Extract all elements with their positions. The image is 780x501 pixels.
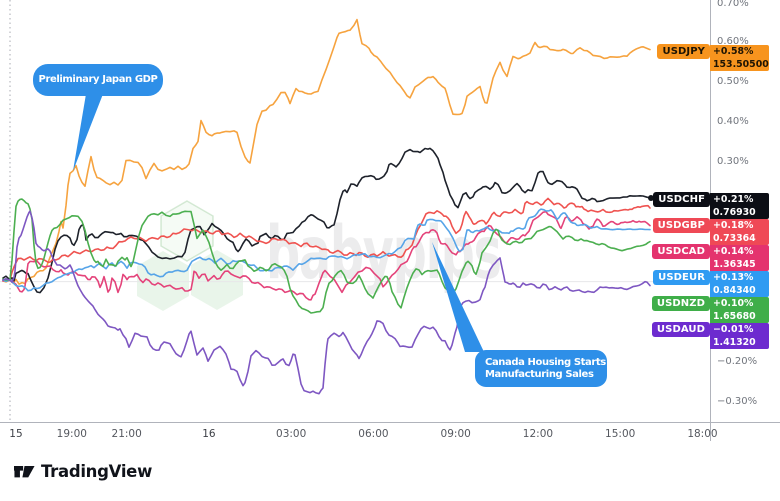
- price-label-change-usdcad: +0.14%: [713, 246, 754, 258]
- price-label-symbol-usdgbp[interactable]: USDGBP: [652, 218, 710, 234]
- price-label-values-usdcad[interactable]: +0.14% 1.36345: [710, 245, 769, 272]
- series-line-usdgbp[interactable]: [2, 197, 651, 282]
- price-scale-tick: −0.30%: [717, 395, 758, 407]
- price-label-values-usdaud[interactable]: −0.01% 1.41320: [710, 323, 769, 350]
- series-line-usdeur[interactable]: [2, 208, 651, 292]
- price-label-change-usdjpy: +0.58%: [713, 46, 754, 58]
- price-scale-tick: 0.70%: [717, 0, 749, 9]
- time-scale-tick: 16: [202, 428, 216, 440]
- price-label-change-usdaud: −0.01%: [713, 324, 754, 336]
- time-scale-tick: 15:00: [605, 428, 636, 440]
- price-scale-tick: −0.20%: [717, 355, 758, 367]
- price-label-price-usdgbp: 0.73364: [713, 233, 756, 245]
- series-line-usdcad[interactable]: [2, 210, 651, 301]
- price-label-price-usdaud: 1.41320: [713, 337, 756, 349]
- price-label-values-usdnzd[interactable]: +0.10% 1.65680: [710, 297, 769, 324]
- time-scale-tick: 03:00: [276, 428, 307, 440]
- tradingview-logo[interactable]: TradingView: [14, 461, 152, 481]
- price-scale-tick: 0.60%: [717, 35, 749, 47]
- price-scale-tick: 0.40%: [717, 115, 749, 127]
- series-line-usdaud[interactable]: [2, 210, 651, 395]
- time-scale-tick: 15: [9, 428, 23, 440]
- annotation-japan-gdp-tail: [73, 94, 103, 171]
- annotation-canada-housing[interactable]: Canada Housing Starts Manufacturing Sale…: [475, 350, 607, 387]
- annotation-japan-gdp[interactable]: Preliminary Japan GDP: [33, 64, 163, 96]
- babypips-watermark-hexagon: [160, 200, 214, 262]
- price-label-symbol-usdnzd[interactable]: USDNZD: [651, 296, 710, 312]
- price-label-price-usdeur: 0.84340: [713, 285, 756, 297]
- price-label-price-usdnzd: 1.65680: [713, 311, 756, 323]
- series-line-usdnzd[interactable]: [2, 198, 651, 314]
- annotation-canada-housing-tail: [432, 242, 484, 352]
- time-scale-tick: 18:00: [687, 428, 718, 440]
- series-last-point-usdchf: [647, 195, 654, 201]
- chart-plot-area[interactable]: [0, 0, 780, 448]
- price-label-symbol-usdaud[interactable]: USDAUD: [651, 322, 710, 338]
- price-label-price-usdjpy: 153.50500: [713, 59, 769, 71]
- price-label-price-usdcad: 1.36345: [713, 259, 756, 271]
- price-label-change-usdchf: +0.21%: [713, 194, 754, 206]
- price-label-values-usdjpy[interactable]: +0.58% 153.50500: [710, 45, 769, 72]
- annotation-canada-housing-text-line1: Canada Housing Starts: [485, 356, 606, 368]
- annotation-japan-gdp-text: Preliminary Japan GDP: [38, 74, 158, 85]
- price-label-change-usdgbp: +0.18%: [713, 220, 754, 232]
- price-label-change-usdeur: +0.13%: [713, 272, 754, 284]
- time-scale-tick: 21:00: [111, 428, 142, 440]
- time-scale-tick: 09:00: [440, 428, 471, 440]
- price-scale-tick: 0.50%: [717, 75, 749, 87]
- price-label-symbol-usdeur[interactable]: USDEUR: [653, 270, 710, 286]
- price-label-values-usdchf[interactable]: +0.21% 0.76930: [710, 193, 769, 220]
- price-label-values-usdeur[interactable]: +0.13% 0.84340: [710, 271, 769, 298]
- price-label-values-usdgbp[interactable]: +0.18% 0.73364: [710, 219, 769, 246]
- price-label-symbol-usdcad[interactable]: USDCAD: [652, 244, 710, 260]
- time-scale-tick: 12:00: [522, 428, 554, 440]
- babypips-watermark-hexagon: [137, 251, 189, 311]
- price-label-symbol-usdchf[interactable]: USDCHF: [653, 192, 710, 208]
- tradingview-logo-icon: [14, 465, 35, 477]
- time-scale-tick: 06:00: [358, 428, 389, 440]
- price-label-change-usdnzd: +0.10%: [713, 298, 754, 310]
- time-scale-tick: 19:00: [56, 428, 87, 440]
- price-label-price-usdchf: 0.76930: [713, 207, 756, 219]
- price-label-symbol-usdjpy[interactable]: USDJPY: [657, 44, 710, 60]
- series-line-usdchf[interactable]: [2, 147, 652, 294]
- babypips-watermark-hexagon: [191, 250, 243, 310]
- series-line-usdjpy[interactable]: [2, 18, 651, 285]
- tradingview-logo-text: TradingView: [41, 461, 153, 481]
- price-scale-tick: 0.30%: [717, 155, 749, 167]
- annotation-canada-housing-text-line2: Manufacturing Sales: [485, 369, 594, 380]
